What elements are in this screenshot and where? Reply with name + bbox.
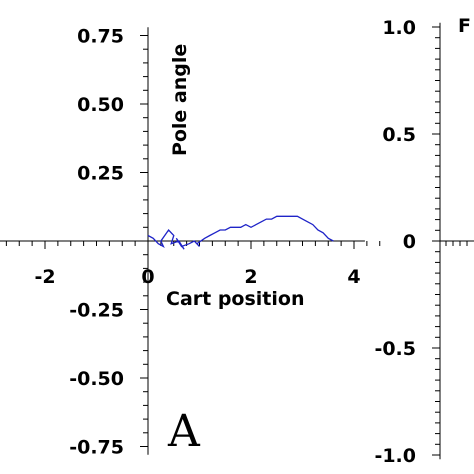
right-y-tick-label: -0.5 xyxy=(374,338,416,360)
x-axis-title: Cart position xyxy=(166,288,304,310)
right-y-tick-labels: 1.0 0.5 0 -0.5 -1.0 xyxy=(374,17,416,467)
panel-label: A xyxy=(167,406,201,457)
x-tick-label: 4 xyxy=(347,266,360,288)
right-y-tick-label: 0 xyxy=(403,231,416,253)
y-tick-labels: 0.75 0.50 0.25 -0.25 -0.50 -0.75 xyxy=(69,26,124,459)
y-tick-label: 0.50 xyxy=(77,94,124,116)
y-minor-ticks xyxy=(140,35,148,447)
x-tick-label: 0 xyxy=(141,266,154,288)
y-tick-label: -0.75 xyxy=(69,437,124,459)
right-y-minor-ticks xyxy=(432,26,440,456)
right-y-tick-label: -1.0 xyxy=(374,445,416,467)
x-tick-label: 2 xyxy=(244,266,257,288)
x-tick-labels: -2 0 2 4 xyxy=(34,266,360,288)
x-tick-label: -2 xyxy=(34,266,55,288)
y-tick-label: -0.25 xyxy=(69,300,124,322)
right-y-tick-label: 0.5 xyxy=(382,124,416,146)
y-tick-label: -0.50 xyxy=(69,368,124,390)
y-tick-label: 0.25 xyxy=(77,163,124,185)
y-tick-label: 0.75 xyxy=(77,26,124,48)
right-x-minor-ticks xyxy=(445,241,468,246)
pole-vs-cart-chart: -2 0 2 4 0.75 0.50 0.25 -0.25 -0.50 -0.75 Cart p… xyxy=(0,26,381,459)
force-chart-partial: 1.0 0.5 0 -0.5 -1.0 F xyxy=(374,15,474,467)
right-y-tick-label: 1.0 xyxy=(382,17,416,39)
y-axis-title: Pole angle xyxy=(169,44,191,156)
trajectory-line xyxy=(147,215,334,250)
right-chart-title-fragment: F xyxy=(458,15,471,37)
x-minor-ticks xyxy=(5,241,381,249)
